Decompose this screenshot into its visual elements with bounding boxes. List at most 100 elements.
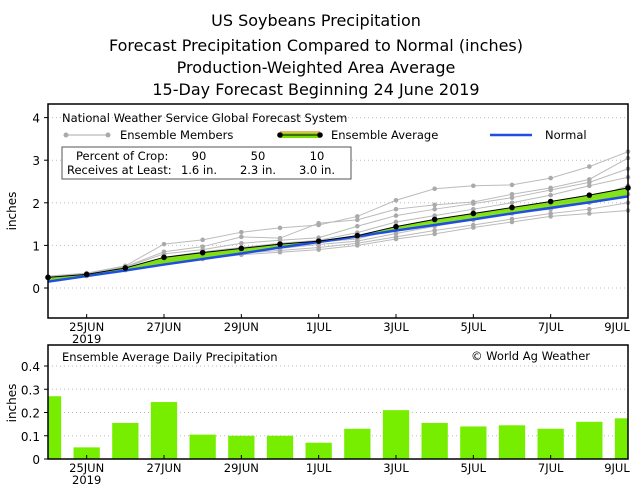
bar (576, 421, 603, 459)
ensemble-member-point (548, 175, 553, 181)
ensemble-member-point (509, 191, 515, 197)
ensemble-average-point (238, 245, 245, 252)
legend-members: Ensemble Members (120, 128, 233, 142)
bar (614, 418, 628, 459)
crop-box-row-2: Receives at Least: 1.6 in. 2.3 in. 3.0 i… (67, 163, 335, 177)
ensemble-member-point (509, 219, 515, 225)
svg-text:Receives at Least:: Receives at Least: (67, 163, 172, 177)
ensemble-member-point (393, 236, 399, 242)
legend-average: Ensemble Average (331, 128, 438, 142)
x-tick-label: 1JUL (306, 461, 332, 475)
svg-text:2.3 in.: 2.3 in. (240, 163, 276, 177)
y-tick-label: 0.1 (21, 430, 40, 444)
ensemble-member-point (393, 219, 399, 225)
ensemble-average-point (277, 241, 283, 247)
ensemble-average-line (47, 187, 629, 278)
ensemble-member-line (47, 168, 629, 278)
y-tick-label: 0 (32, 282, 40, 296)
ensemble-member-point (393, 206, 399, 212)
x-tick-label: 7JUL (538, 461, 564, 475)
average-vs-normal-band (48, 187, 628, 282)
ensemble-average-point (354, 232, 361, 239)
x-tick-label: 5JUL (461, 461, 487, 475)
svg-text:90: 90 (192, 149, 207, 163)
ensemble-member-point (200, 237, 205, 243)
ensemble-member-point (239, 240, 244, 246)
bar (228, 435, 255, 459)
ensemble-member-point (355, 223, 360, 229)
bar (48, 396, 62, 459)
ensemble-member-point (432, 186, 437, 192)
ensemble-average-point (470, 210, 477, 217)
ensemble-average-point (393, 223, 399, 230)
bar (112, 422, 139, 459)
x-tick-label: 25JUN (69, 461, 104, 475)
svg-text:1.6 in.: 1.6 in. (181, 163, 217, 177)
y-tick-label: 3 (32, 154, 40, 168)
ensemble-member-point (432, 231, 437, 237)
bar (421, 422, 448, 459)
ensemble-member-point (509, 182, 515, 188)
ensemble-member-line (47, 157, 629, 277)
x-tick-label: 9JUL (604, 461, 630, 475)
ensemble-member-point (277, 249, 283, 255)
ensemble-member-point (432, 213, 437, 218)
ensemble-average-point (509, 204, 515, 211)
y-tick-label: 4 (32, 112, 40, 126)
chart-title: US Soybeans Precipitation (211, 11, 421, 30)
ensemble-average-point (547, 198, 554, 205)
ensemble-member-point (161, 241, 167, 247)
ensemble-member-line (47, 151, 629, 277)
ensemble-member-point (509, 200, 515, 206)
x-tick-label: 25JUN (69, 320, 104, 334)
ensemble-member-point (355, 217, 360, 223)
y-tick-label: 0.4 (21, 360, 40, 374)
ensemble-average-point (586, 192, 593, 198)
svg-text:50: 50 (251, 149, 266, 163)
legend-source: National Weather Service Global Forecast… (62, 111, 347, 125)
y-tick-label: 2 (32, 197, 40, 211)
top-ylabel: inches (5, 192, 19, 231)
ensemble-member-point (471, 225, 476, 230)
plot-frame (47, 103, 629, 319)
chart-subtitle: Forecast Precipitation Compared to Norma… (109, 36, 523, 55)
bar-chart-title: Ensemble Average Daily Precipitation (62, 350, 278, 364)
ensemble-member-point (548, 192, 553, 198)
ensemble-member-point (432, 206, 437, 212)
x-tick-label: 9JUL (604, 320, 630, 334)
ensemble-average-point (315, 238, 322, 244)
plot-frame (47, 344, 629, 460)
ensemble-member-point (239, 229, 244, 235)
crop-box-row-1: Percent of Crop: 90 50 10 (76, 149, 324, 163)
ensemble-member-point (277, 225, 283, 231)
x-tick-label: 29JUN (224, 461, 259, 475)
ensemble-member-point (393, 197, 399, 203)
ensemble-member-point (355, 243, 360, 248)
ensemble-member-point (548, 214, 553, 219)
x-tick-label: 3JUL (383, 320, 409, 334)
member-legend-icon (63, 132, 69, 138)
bar (150, 402, 178, 459)
x-tick-sublabel: 2019 (72, 332, 101, 346)
svg-text:3.0 in.: 3.0 in. (299, 163, 335, 177)
ensemble-member-point (509, 195, 515, 200)
bar (305, 442, 332, 459)
x-tick-label: 27JUN (146, 461, 181, 475)
legend-normal: Normal (545, 128, 587, 142)
x-tick-sublabel: 2019 (72, 473, 101, 487)
ensemble-average-point (83, 271, 90, 278)
bar (498, 425, 526, 459)
bar (266, 435, 294, 459)
ensemble-member-point (587, 183, 592, 189)
normal-line (47, 195, 629, 283)
bottom-ylabel: inches (5, 384, 19, 423)
bar (73, 447, 100, 459)
bar (382, 410, 410, 459)
crop-percent-box (61, 146, 352, 180)
x-tick-label: 29JUN (224, 320, 259, 334)
x-tick-label: 3JUL (383, 461, 409, 475)
ensemble-average-point (161, 254, 167, 261)
ensemble-member-point (393, 213, 399, 218)
